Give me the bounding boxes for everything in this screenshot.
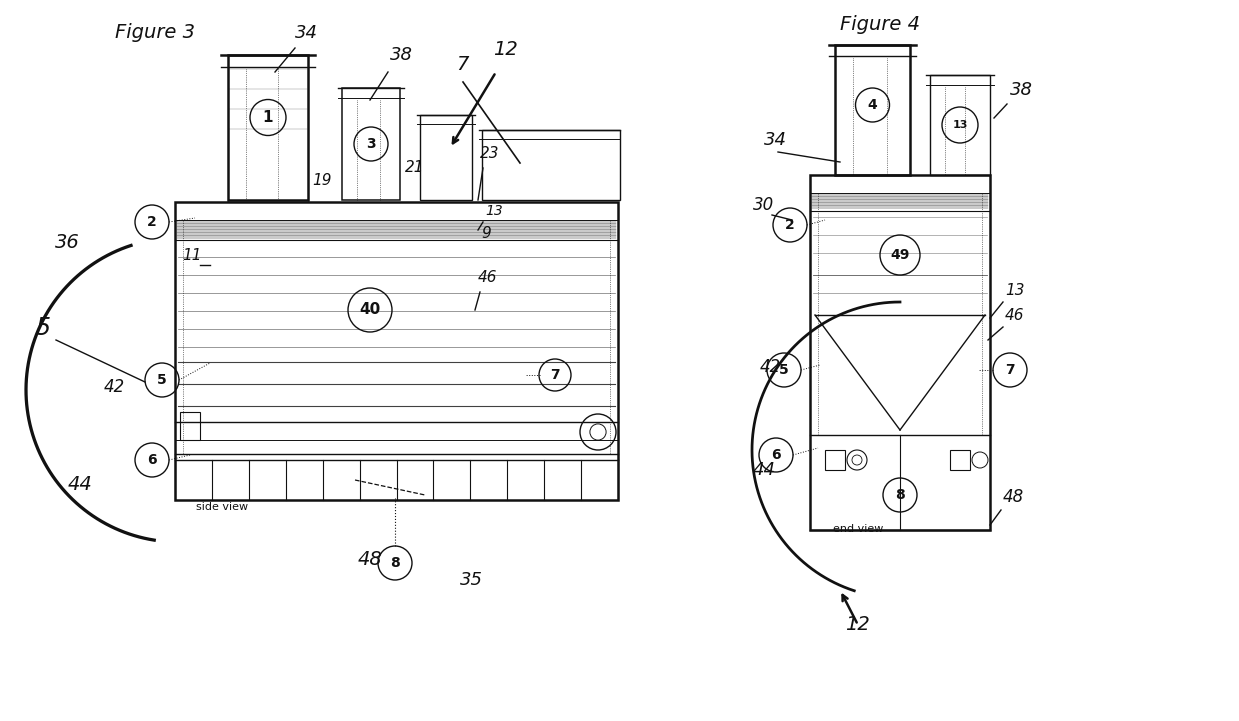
Text: 4: 4 (867, 98, 877, 112)
Text: 5: 5 (36, 316, 51, 340)
Text: 40: 40 (359, 303, 380, 317)
Text: Figure 4: Figure 4 (840, 15, 921, 34)
Text: 23: 23 (479, 146, 499, 161)
Text: 8: 8 (390, 556, 400, 570)
Text: 46: 46 (1005, 308, 1025, 323)
Bar (950, 450, 970, 470)
Text: 6: 6 (147, 453, 157, 467)
Bar (825, 450, 845, 470)
Text: 6: 6 (771, 448, 781, 462)
Text: 7: 7 (550, 368, 560, 382)
Text: 2: 2 (147, 215, 157, 229)
Text: 34: 34 (295, 24, 318, 42)
Text: 5: 5 (779, 363, 789, 377)
Text: 2: 2 (786, 218, 795, 232)
Text: side view: side view (196, 502, 248, 512)
Bar (810, 175, 990, 530)
Text: 42: 42 (760, 358, 782, 376)
Text: 13: 13 (953, 120, 968, 130)
Text: 49: 49 (891, 248, 909, 262)
Text: 12: 12 (845, 615, 870, 634)
Text: 5: 5 (157, 373, 167, 387)
Bar (482, 130, 620, 200)
Text: Figure 3: Figure 3 (115, 22, 195, 42)
Text: 44: 44 (68, 475, 93, 494)
Text: 38: 38 (390, 46, 413, 64)
Text: 34: 34 (764, 131, 787, 149)
Bar (180, 412, 199, 440)
Text: 42: 42 (104, 378, 125, 396)
Text: 21: 21 (405, 160, 425, 175)
Text: 48: 48 (1004, 488, 1025, 506)
Bar (342, 88, 400, 200)
Text: 3: 3 (367, 137, 375, 151)
Text: 48: 48 (358, 550, 383, 569)
Text: 19: 19 (312, 173, 332, 188)
Text: 46: 46 (478, 270, 498, 285)
Bar (420, 115, 472, 200)
Text: 11: 11 (182, 248, 202, 263)
Text: 30: 30 (753, 196, 774, 214)
Text: 36: 36 (55, 233, 79, 252)
Text: 7: 7 (456, 55, 468, 74)
Text: 44: 44 (753, 461, 776, 479)
Text: 9: 9 (481, 226, 491, 241)
Text: 38: 38 (1010, 81, 1033, 99)
Text: 13: 13 (484, 204, 503, 218)
Bar (228, 55, 309, 200)
Text: 13: 13 (1005, 283, 1025, 298)
Text: end view: end view (833, 524, 883, 534)
Text: 1: 1 (263, 110, 274, 125)
Text: 12: 12 (493, 40, 518, 59)
Text: 7: 7 (1005, 363, 1015, 377)
Text: 35: 35 (460, 571, 483, 589)
Bar (175, 202, 618, 500)
Text: 8: 8 (895, 488, 904, 502)
Bar (835, 45, 909, 175)
Bar (930, 75, 990, 175)
